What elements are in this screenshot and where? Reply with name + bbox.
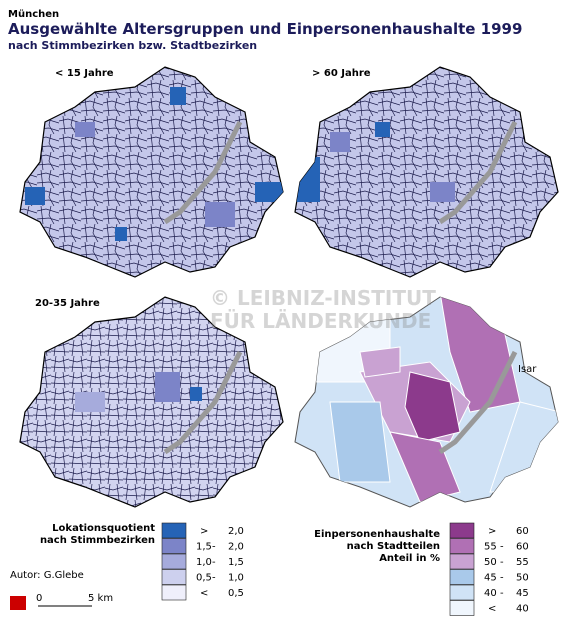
- legend-swatch: [161, 569, 187, 585]
- legend-label: 2,0: [228, 526, 244, 537]
- legend-swatch: [449, 522, 475, 539]
- legend-label: 60: [516, 542, 529, 553]
- legend-label: -: [212, 542, 216, 553]
- author: Autor: G.Glebe: [10, 570, 84, 581]
- panel-label: < 15 Jahre: [55, 68, 114, 79]
- map-panel: < 15 Jahre: [19, 66, 284, 278]
- legend-swatch: [449, 569, 475, 585]
- legend-label: 0,5: [228, 588, 244, 599]
- legend-swatch: [161, 553, 187, 570]
- scale-bar: 0 5 km: [10, 593, 113, 610]
- map-panel: 20-35 Jahre: [19, 296, 284, 508]
- map-panel: Isar: [294, 296, 559, 508]
- legend-label: 1,0: [196, 557, 212, 568]
- subtitle: nach Stimmbezirken bzw. Stadtbezirken: [8, 39, 257, 52]
- legend-title: Einpersonenhaushalte: [314, 529, 440, 540]
- legend-label: <: [488, 604, 496, 615]
- legend-swatch: [161, 522, 187, 539]
- watermark: © LEIBNIZ-INSTITUT FÜR LÄNDERKUNDE: [210, 286, 436, 333]
- legend-label: <: [200, 588, 208, 599]
- legend-label: 45: [516, 588, 529, 599]
- legend-swatch: [449, 553, 475, 570]
- legend-label: -: [212, 573, 216, 584]
- legend-label: -: [500, 557, 504, 568]
- map-panel: > 60 Jahre: [294, 66, 559, 278]
- watermark-text: FÜR LÄNDERKUNDE: [210, 309, 431, 333]
- legend-label: 1,5: [228, 557, 244, 568]
- watermark-text: © LEIBNIZ-INSTITUT: [210, 286, 436, 310]
- legend-title: nach Stadtteilen: [347, 541, 440, 552]
- legend-label: -: [500, 573, 504, 584]
- legend-label: 60: [516, 526, 529, 537]
- legend-label: 45: [484, 573, 497, 584]
- legend-title: Lokationsquotient: [52, 523, 155, 534]
- legend-label: 40: [484, 588, 497, 599]
- legend-label: 1,0: [228, 573, 244, 584]
- logo: [10, 596, 26, 610]
- city: München: [8, 9, 59, 20]
- legend-label: -: [212, 557, 216, 568]
- legend-subtitle: Anteil in %: [379, 553, 440, 564]
- legend-label: 0,5: [196, 573, 212, 584]
- legend-title: nach Stimmbezirken: [40, 535, 155, 546]
- legend-swatch: [449, 538, 475, 554]
- legend-swatch: [161, 584, 187, 601]
- legend-label: 2,0: [228, 542, 244, 553]
- scale-start: 0: [36, 593, 42, 604]
- legend-label: 50: [516, 573, 529, 584]
- legend-label: 40: [516, 604, 529, 615]
- panel-label: > 60 Jahre: [312, 68, 371, 79]
- panel-label: 20-35 Jahre: [35, 298, 100, 309]
- title: Ausgewählte Altersgruppen und Einpersone…: [8, 20, 522, 38]
- legend-label: 55: [516, 557, 529, 568]
- legend-label: -: [500, 588, 504, 599]
- legend-swatch: [449, 584, 475, 601]
- legend-label: -: [500, 542, 504, 553]
- legend-label: >: [488, 526, 496, 537]
- legend-swatch: [449, 600, 475, 616]
- legend-label: 1,5: [196, 542, 212, 553]
- legend-label: >: [200, 526, 208, 537]
- legend-swatch: [161, 538, 187, 554]
- scale-end: 5 km: [88, 593, 113, 604]
- river-label: Isar: [518, 364, 537, 375]
- legend-label: 50: [484, 557, 497, 568]
- legend-label: 55: [484, 542, 497, 553]
